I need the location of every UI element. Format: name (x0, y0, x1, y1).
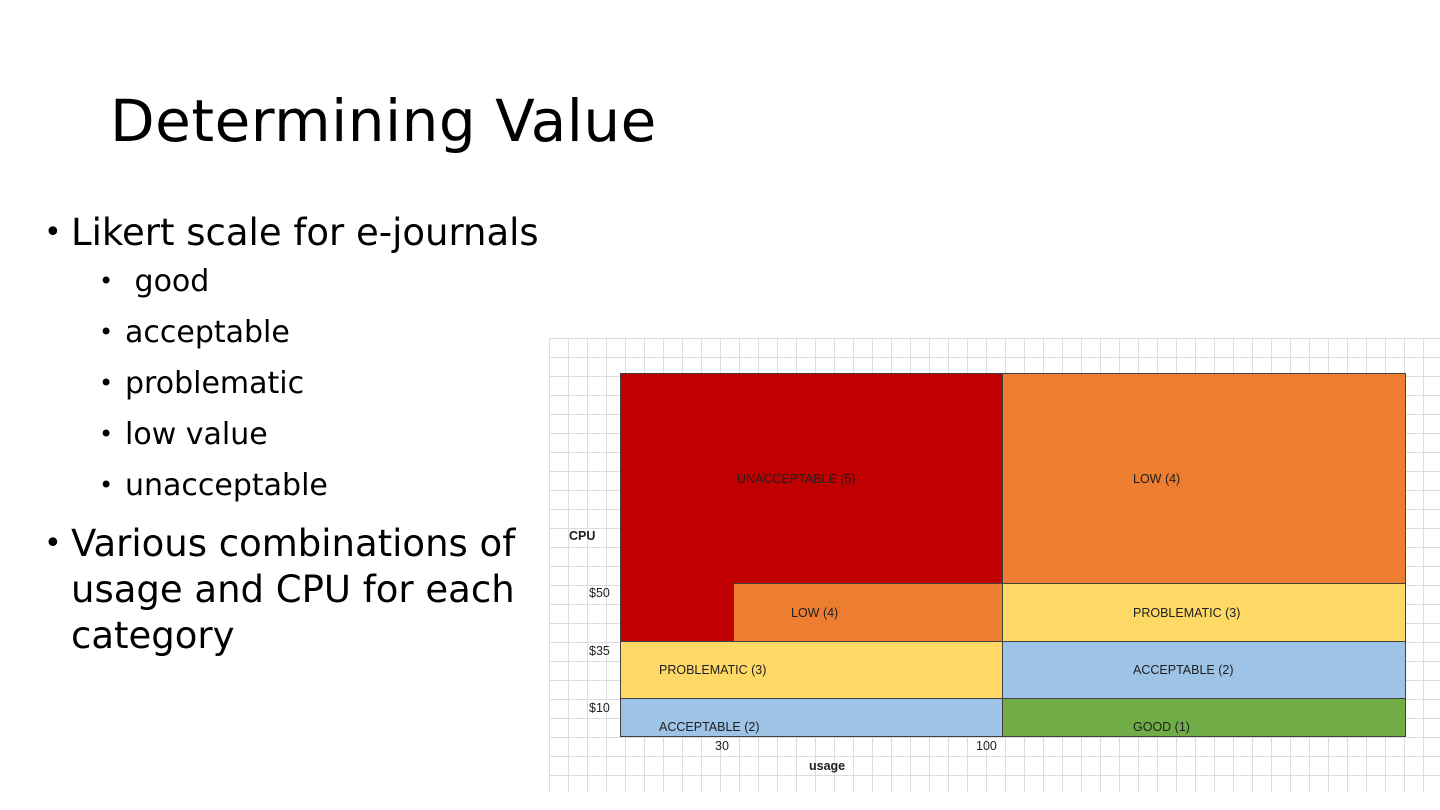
x-tick-30: 30 (715, 739, 729, 753)
region-problematic-right-label: PROBLEMATIC (3) (1133, 606, 1241, 620)
region-low-top: LOW (4) (1002, 373, 1406, 584)
x-tick-100: 100 (976, 739, 997, 753)
sub-bullet-good: good (44, 256, 544, 307)
region-acceptable-right-label: ACCEPTABLE (2) (1133, 663, 1234, 677)
region-problematic-right: PROBLEMATIC (3) (1002, 583, 1406, 642)
region-problematic-left: PROBLEMATIC (3) (620, 641, 1003, 699)
sub-bullet-low-value: low value (44, 409, 544, 460)
y-tick-10: $10 (589, 701, 610, 715)
region-problematic-left-label: PROBLEMATIC (3) (659, 663, 767, 677)
y-axis-label: CPU (569, 529, 596, 543)
bullet-combinations: Various combinations of usage and CPU fo… (44, 521, 544, 659)
region-good: GOOD (1) (1002, 698, 1406, 737)
region-acceptable-left-label: ACCEPTABLE (2) (659, 720, 760, 734)
region-low-top-label: LOW (4) (1133, 472, 1181, 486)
bullet-likert-scale: Likert scale for e-journals (44, 210, 544, 256)
region-unacceptable-label: UNACCEPTABLE (5) (737, 472, 856, 486)
region-acceptable-right: ACCEPTABLE (2) (1002, 641, 1406, 699)
sub-bullet-acceptable: acceptable (44, 307, 544, 358)
region-low-middle-label: LOW (4) (791, 606, 839, 620)
bullet-list: Likert scale for e-journals good accepta… (44, 210, 544, 659)
region-acceptable-left: ACCEPTABLE (2) (620, 698, 1003, 737)
region-unacceptable: UNACCEPTABLE (5) (620, 373, 1003, 584)
slide-title: Determining Value (110, 87, 657, 155)
y-tick-50: $50 (589, 586, 610, 600)
region-good-label: GOOD (1) (1133, 720, 1190, 734)
region-unacceptable-strip (620, 583, 734, 642)
y-tick-35: $35 (589, 644, 610, 658)
sub-bullet-unacceptable: unacceptable (44, 460, 544, 511)
sub-bullet-problematic: problematic (44, 358, 544, 409)
x-axis-label: usage (809, 759, 846, 773)
region-low-middle: LOW (4) (733, 583, 1003, 642)
